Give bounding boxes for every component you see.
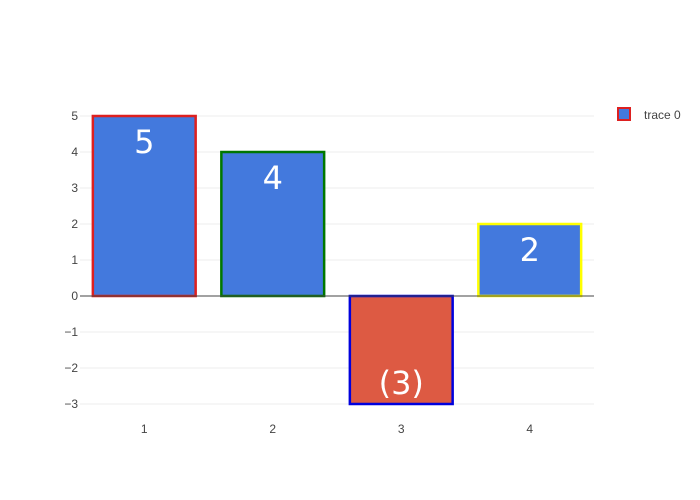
bar-4[interactable] <box>477 222 583 298</box>
y-axis-ticks: 5 4 3 2 1 0 −1 −2 −3 <box>64 109 78 411</box>
y-tick-label: 5 <box>71 109 78 123</box>
y-tick-label: 3 <box>71 181 78 195</box>
x-tick-label: 4 <box>526 422 533 436</box>
x-tick-label: 2 <box>269 422 276 436</box>
x-tick-label: 3 <box>398 422 405 436</box>
y-tick-label: −2 <box>64 361 78 375</box>
x-axis-ticks: 1 2 3 4 <box>141 422 534 436</box>
bar-labels: 5 4 (3) 2 <box>134 123 540 402</box>
y-tick-label: −1 <box>64 325 78 339</box>
bar-3[interactable] <box>348 294 454 406</box>
bars <box>91 114 583 406</box>
legend[interactable]: trace 0 <box>617 107 681 122</box>
y-tick-label: 2 <box>71 217 78 231</box>
bar-value-label: (3) <box>379 364 424 402</box>
bar-value-label: 4 <box>263 159 283 197</box>
y-tick-label: 0 <box>71 289 78 303</box>
y-tick-label: 4 <box>71 145 78 159</box>
y-tick-label: 1 <box>71 253 78 267</box>
bar-value-label: 5 <box>134 123 154 161</box>
legend-label-trace-0: trace 0 <box>644 108 681 122</box>
x-tick-label: 1 <box>141 422 148 436</box>
bar-value-label: 2 <box>520 231 540 269</box>
y-tick-label: −3 <box>64 397 78 411</box>
bar-1[interactable] <box>91 114 197 298</box>
legend-swatch-trace-0 <box>617 107 631 121</box>
